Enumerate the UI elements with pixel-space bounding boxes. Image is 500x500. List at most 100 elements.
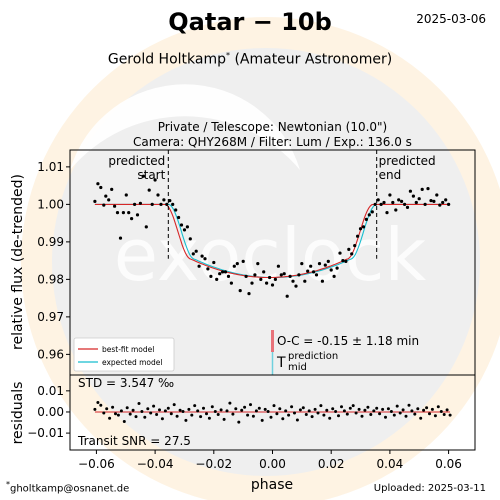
residual-point [328, 416, 332, 420]
x-tick-label: 0.00 [259, 457, 286, 471]
residual-point [114, 412, 117, 416]
data-point [107, 198, 111, 202]
data-point [212, 260, 216, 265]
residual-point [96, 401, 100, 404]
uploaded-date: Uploaded: 2025-03-11 [373, 483, 486, 494]
main-plot-panel: predicted start predicted end O-C = -0.15 ± … [10, 149, 476, 376]
data-point [273, 277, 277, 281]
residual-point [137, 402, 141, 405]
y-tick-label: 0.98 [37, 272, 64, 286]
data-point [309, 264, 313, 268]
data-point [133, 202, 137, 206]
residual-point [307, 409, 311, 413]
residual-point [225, 409, 229, 413]
data-point [403, 202, 407, 206]
y-tick-label: 0.96 [37, 347, 64, 361]
data-point [147, 188, 151, 192]
data-point [150, 202, 154, 206]
data-point [335, 266, 339, 270]
residual-point [316, 411, 320, 415]
data-point [185, 225, 189, 229]
data-point [297, 273, 301, 277]
residual-point [166, 406, 170, 410]
residual-point [213, 410, 217, 413]
data-point [341, 259, 345, 263]
data-point [232, 264, 236, 268]
residual-point [163, 409, 167, 413]
data-point [435, 193, 439, 197]
residual-point [237, 420, 241, 424]
data-point [394, 208, 398, 212]
data-point [259, 277, 263, 281]
data-point [391, 200, 395, 205]
residual-point [219, 408, 223, 412]
x-axis-label: phase [251, 477, 293, 493]
data-point [135, 213, 140, 217]
data-point [153, 178, 157, 182]
residual-point [448, 413, 452, 417]
data-point [320, 279, 324, 283]
tmid-superscript: prediction [288, 351, 338, 362]
setup-telescope: Private / Telescope: Newtonian (10.0") [157, 120, 388, 134]
residual-point [275, 412, 279, 416]
residual-y-tick-label: −0.01 [27, 426, 64, 440]
residual-point [249, 403, 252, 407]
residual-point [345, 412, 349, 416]
data-point [244, 274, 248, 278]
residual-point [134, 415, 138, 419]
data-point [221, 270, 225, 274]
data-point [332, 274, 336, 278]
data-point [223, 270, 228, 274]
data-point [197, 264, 201, 268]
data-point [282, 272, 286, 276]
data-point [110, 187, 114, 191]
residual-point [304, 413, 308, 416]
data-point [279, 273, 283, 277]
data-point [191, 252, 195, 256]
residual-point [108, 416, 112, 420]
y-tick-label: 0.99 [37, 235, 64, 249]
residual-point [389, 410, 393, 413]
residual-point [378, 412, 382, 416]
data-point [361, 225, 366, 229]
data-point [99, 185, 103, 190]
residual-point [246, 413, 250, 417]
chart-title: Qatar − 10b [168, 8, 332, 36]
residual-point [430, 407, 434, 411]
residual-point [366, 405, 370, 409]
residual-point [175, 414, 179, 418]
data-point [138, 201, 142, 205]
data-point [235, 262, 239, 266]
residual-point [243, 405, 247, 409]
residual-point [342, 409, 346, 413]
residual-y-tick-label: 0.01 [37, 384, 64, 398]
data-point [294, 284, 298, 288]
data-point [262, 270, 266, 274]
data-point [203, 257, 207, 261]
residual-point [128, 412, 132, 416]
residual-point [369, 413, 373, 416]
residual-point [410, 409, 414, 413]
data-point [171, 202, 175, 206]
residual-point [205, 412, 208, 416]
data-point [156, 193, 160, 197]
residual-point [240, 408, 244, 412]
email-mark: * [6, 480, 10, 489]
residual-point [257, 406, 261, 410]
residual-point [146, 407, 150, 411]
residual-point [372, 409, 376, 413]
residual-point [105, 407, 109, 411]
residual-y-tick-label: 0.00 [37, 405, 64, 419]
data-point [397, 198, 401, 202]
residual-point [404, 414, 408, 418]
residual-point [172, 403, 176, 407]
residual-point [158, 408, 161, 412]
residual-point [325, 408, 329, 412]
residual-point [216, 413, 220, 416]
tmid-symbol: T [276, 355, 286, 371]
residual-point [140, 410, 144, 413]
residual-point [348, 406, 352, 410]
residual-point [360, 414, 364, 418]
observer-mark: * [225, 51, 230, 60]
y-tick-label: 0.97 [37, 310, 64, 324]
